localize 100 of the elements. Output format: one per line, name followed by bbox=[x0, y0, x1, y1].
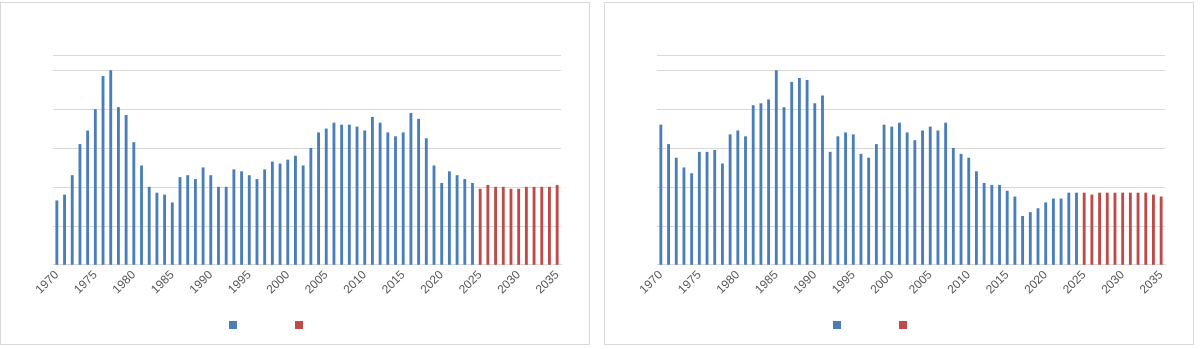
bar bbox=[1128, 192, 1132, 265]
bar bbox=[1021, 216, 1025, 265]
bar bbox=[401, 132, 405, 265]
bar bbox=[767, 99, 771, 265]
bar bbox=[193, 179, 197, 265]
bar bbox=[324, 128, 328, 265]
bar bbox=[232, 169, 236, 265]
bar bbox=[340, 124, 344, 265]
bar bbox=[186, 175, 190, 265]
bar bbox=[471, 182, 474, 265]
bar bbox=[501, 186, 505, 265]
bar bbox=[124, 114, 128, 265]
bar bbox=[1067, 192, 1071, 265]
bar bbox=[394, 136, 397, 265]
bar bbox=[55, 200, 59, 265]
bar bbox=[217, 186, 220, 265]
bar bbox=[517, 188, 521, 265]
bar bbox=[844, 132, 848, 265]
bar bbox=[898, 122, 901, 265]
bar bbox=[447, 171, 451, 265]
bar bbox=[659, 124, 663, 265]
bar bbox=[890, 126, 894, 265]
bar bbox=[751, 105, 755, 265]
bar bbox=[424, 138, 428, 265]
bar bbox=[805, 79, 809, 265]
bar bbox=[1075, 192, 1078, 265]
bar bbox=[147, 186, 151, 265]
bar bbox=[1121, 192, 1125, 265]
bar bbox=[982, 182, 986, 265]
bar bbox=[774, 70, 778, 265]
bar bbox=[674, 157, 678, 265]
bar bbox=[759, 103, 763, 265]
bar bbox=[417, 118, 421, 265]
bar bbox=[109, 70, 113, 265]
bar bbox=[309, 147, 313, 265]
bar bbox=[370, 116, 374, 265]
bar bbox=[347, 124, 351, 265]
bar bbox=[409, 112, 413, 265]
bar bbox=[132, 142, 136, 265]
bar bbox=[990, 184, 994, 265]
bar bbox=[1005, 190, 1009, 265]
bar bbox=[1082, 192, 1086, 265]
bar bbox=[1090, 194, 1094, 265]
bar bbox=[720, 163, 724, 265]
bar bbox=[524, 186, 528, 265]
bar bbox=[163, 194, 167, 265]
bar bbox=[951, 147, 955, 265]
bar bbox=[913, 140, 917, 265]
bar bbox=[63, 194, 66, 265]
bar bbox=[440, 182, 444, 265]
bar bbox=[967, 157, 971, 265]
bar bbox=[209, 175, 213, 265]
bar bbox=[728, 134, 732, 265]
bar bbox=[170, 202, 174, 265]
bar bbox=[836, 136, 840, 265]
bar bbox=[736, 130, 740, 265]
bar bbox=[116, 107, 120, 265]
bar bbox=[1098, 192, 1102, 265]
bar bbox=[1159, 196, 1163, 265]
bar bbox=[1105, 192, 1109, 265]
bar bbox=[851, 134, 855, 265]
bar bbox=[224, 186, 228, 265]
bar bbox=[140, 165, 143, 265]
bar bbox=[867, 157, 871, 265]
bar bbox=[998, 184, 1001, 265]
bar bbox=[463, 179, 467, 265]
bar bbox=[874, 144, 878, 265]
bar bbox=[478, 188, 482, 265]
bar bbox=[1051, 198, 1055, 265]
bar bbox=[317, 132, 320, 265]
bar bbox=[974, 171, 978, 265]
bar bbox=[548, 186, 551, 265]
bar bbox=[713, 149, 717, 265]
bar bbox=[928, 126, 932, 265]
bar bbox=[1013, 196, 1017, 265]
bar bbox=[690, 173, 694, 265]
bar bbox=[905, 132, 909, 265]
bar bbox=[301, 165, 305, 265]
bar bbox=[247, 175, 251, 265]
bar bbox=[555, 184, 559, 265]
bar bbox=[797, 78, 801, 265]
bar bbox=[828, 151, 832, 265]
bar bbox=[378, 122, 382, 265]
bar bbox=[1059, 198, 1063, 265]
bar bbox=[821, 95, 824, 265]
bar bbox=[697, 151, 701, 265]
bar bbox=[744, 136, 747, 265]
bar bbox=[86, 130, 90, 265]
bar bbox=[386, 132, 390, 265]
bar bbox=[1152, 194, 1155, 265]
bar bbox=[201, 167, 205, 265]
bar bbox=[93, 109, 97, 265]
bar bbox=[944, 122, 948, 265]
bar bbox=[1144, 192, 1148, 265]
bar bbox=[667, 144, 670, 265]
bar bbox=[1044, 202, 1048, 265]
bar bbox=[540, 186, 544, 265]
bar bbox=[263, 169, 267, 265]
bar bbox=[286, 159, 290, 265]
bar bbox=[270, 161, 274, 265]
